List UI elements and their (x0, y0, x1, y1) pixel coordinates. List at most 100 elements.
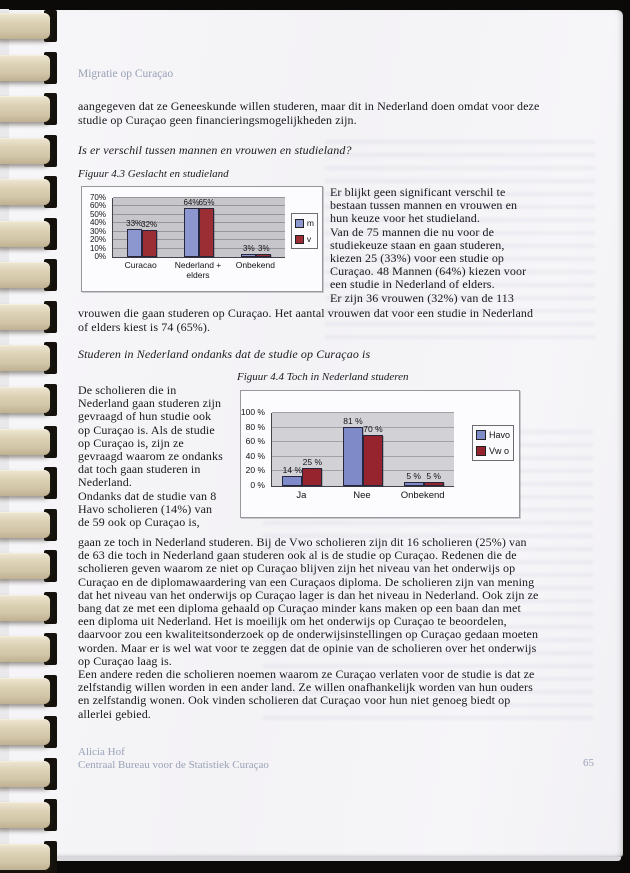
binding-tooth (0, 179, 50, 206)
binding-tooth (0, 54, 50, 81)
plot-area: 33% 32% 64% 65% 3% 3% (112, 197, 285, 258)
binding-tooth (0, 760, 50, 787)
bar-v-nederland-elders: 65% (198, 198, 215, 257)
bar (342, 426, 363, 486)
bar-m-onbekend: 3% (241, 198, 257, 257)
gridline (113, 197, 285, 198)
paragraph-intro: aangegeven dat ze Geneeskunde willen stu… (78, 99, 540, 127)
legend-item-m: m (294, 218, 314, 228)
bar (403, 482, 424, 486)
y-tick-label: 60% (89, 201, 106, 211)
legend-label: m (306, 218, 314, 228)
legend-swatch (294, 218, 304, 228)
legend-label: Havo (488, 430, 510, 440)
y-tick-label: 100 % (240, 407, 265, 417)
bar-group-nederland-elders: 64% 65% (183, 198, 215, 257)
bar-havo-ja: 14 % (282, 413, 303, 486)
data-label: 33% (126, 219, 143, 229)
bar-group-nee: 81 % 70 % (342, 413, 383, 486)
binding-tooth (0, 13, 50, 39)
data-label: 5 % (426, 471, 441, 482)
footer-author: Alicia Hof (78, 746, 125, 758)
bar (183, 208, 199, 257)
binding-tooth (0, 511, 50, 538)
category-label: Ja (296, 490, 307, 501)
figure-44-caption: Figuur 4.4 Toch in Nederland studeren (237, 371, 409, 383)
bar-vw-o-ja: 25 % (302, 413, 323, 486)
data-label: 70 % (363, 423, 383, 434)
category-label: Onbekend (400, 490, 445, 501)
gridline (272, 426, 454, 428)
binding-tooth (0, 470, 50, 497)
y-tick-label: 20 % (245, 465, 265, 476)
bar-m-nederland-elders: 64% (183, 198, 200, 257)
bar-group-ja: 14 % 25 % (282, 413, 323, 486)
y-tick-label: 70% (89, 193, 106, 202)
binding-tooth (0, 137, 50, 164)
figure-43-chart: 0% 10% 20% 30% 40% 50% 60% 70% 33% 32% 64% 65% 3% 3%… (81, 186, 323, 292)
figure-43-side-text: Er blijkt geen significant verschil te b… (330, 185, 527, 305)
binding-tooth (0, 594, 50, 621)
legend-swatch (475, 446, 486, 456)
binding-tooth (0, 262, 50, 289)
legend-swatch (294, 234, 304, 244)
data-label: 64% (183, 198, 200, 207)
bar-group-curacao: 33% 32% (126, 198, 158, 257)
y-tick-label: 30% (89, 226, 106, 236)
data-label: 32% (141, 220, 158, 230)
bar-group-onbekend: 5 % 5 % (403, 413, 444, 486)
bar (302, 467, 323, 486)
bar (241, 254, 257, 257)
binding-tooth (0, 428, 50, 455)
data-label: 81 % (343, 415, 363, 426)
x-axis: Ja Nee Onbekend (271, 491, 453, 501)
data-label: 5 % (406, 471, 421, 482)
legend-swatch (475, 430, 486, 440)
legend-label: Vw o (488, 446, 509, 456)
binding-tooth (0, 220, 50, 247)
data-label: 25 % (302, 456, 323, 467)
binding-tooth (0, 303, 50, 330)
question-heading: Is er verschil tussen mannen en vrouwen … (78, 143, 352, 157)
legend-label: v (306, 234, 312, 244)
y-tick-label: 40% (89, 218, 106, 228)
page-number: 65 (583, 757, 594, 769)
binding-tooth (0, 844, 50, 870)
binding-tooth (0, 345, 50, 372)
gridline (272, 412, 454, 413)
paragraph-redenen: gaan ze toch in Nederland studeren. Bij … (78, 535, 539, 721)
bar-m-curacao: 33% (126, 198, 143, 257)
category-label: Onbekend (235, 260, 275, 270)
bar (282, 475, 303, 486)
y-tick-label: 10% (89, 243, 106, 253)
gridline (113, 205, 285, 207)
section-heading-studeren: Studeren in Nederland ondanks dat de stu… (78, 347, 371, 361)
data-label: 3% (243, 244, 255, 254)
y-axis: 0% 10% 20% 30% 40% 50% 60% 70% (82, 193, 109, 261)
plot-area: 14 % 25 % 81 % 70 % 5 % 5 % (271, 412, 454, 487)
bar-v-curacao: 32% (141, 198, 158, 257)
binding-tooth (0, 96, 50, 123)
comb-binding (0, 0, 62, 873)
y-tick-label: 20% (89, 235, 106, 245)
legend-item-havo: Havo (475, 430, 510, 440)
bar (362, 434, 383, 486)
bar-vw-o-onbekend: 5 % (423, 413, 444, 486)
page-stack-edge (46, 857, 621, 861)
bar-v-onbekend: 3% (256, 198, 272, 257)
y-tick-label: 40 % (245, 450, 265, 461)
footer: Alicia Hof Centraal Bureau voor de Stati… (78, 746, 269, 772)
binding-tooth (0, 553, 50, 580)
legend: Havo Vw o (471, 425, 514, 461)
binding-tooth (0, 636, 50, 663)
bar (198, 208, 214, 257)
legend-item-vw-o: Vw o (475, 446, 510, 456)
category-label: Nee (353, 490, 371, 501)
y-tick-label: 60 % (245, 436, 265, 447)
running-header: Migratie op Curaçao (78, 68, 174, 80)
bar (423, 482, 444, 486)
binding-tooth (0, 386, 50, 413)
bar-havo-nee: 81 % (342, 413, 363, 486)
